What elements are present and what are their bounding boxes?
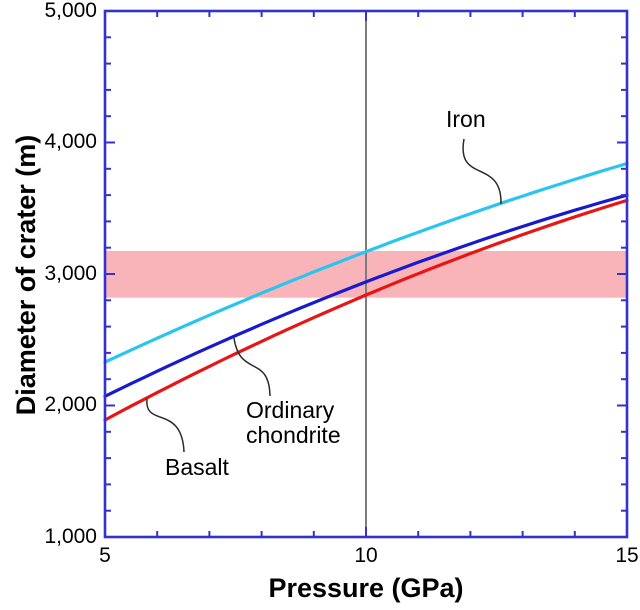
basalt-leader-line — [146, 398, 185, 453]
ordinary-chondrite-leader-line — [233, 337, 271, 397]
y-axis-title: Diameter of crater (m) — [11, 134, 41, 416]
iron-label: Iron — [446, 106, 486, 132]
y-tick-label-4000: 4,000 — [44, 130, 97, 153]
ordinary-chondrite-label: Ordinary chondrite — [246, 398, 341, 448]
x-tick-label-5: 5 — [99, 544, 111, 567]
x-tick-label-10: 10 — [354, 544, 378, 567]
curve-ordinary-chondrite — [103, 193, 629, 398]
x-tick-label-15: 15 — [615, 544, 639, 567]
y-tick-label-1000: 1,000 — [44, 525, 97, 548]
basalt-label: Basalt — [165, 454, 229, 480]
y-tick-label-5000: 5,000 — [44, 0, 97, 22]
x-axis-title: Pressure (GPa) — [268, 573, 464, 603]
curve-iron — [103, 161, 629, 364]
iron-leader-line — [462, 138, 502, 205]
y-tick-label-2000: 2,000 — [44, 393, 97, 416]
plot-frame — [103, 9, 629, 539]
curve-basalt — [103, 198, 629, 422]
ordinary-chondrite-label-line1: Ordinary — [246, 397, 335, 423]
ordinary-chondrite-label-line2: chondrite — [246, 422, 341, 448]
y-tick-label-3000: 3,000 — [44, 262, 97, 285]
